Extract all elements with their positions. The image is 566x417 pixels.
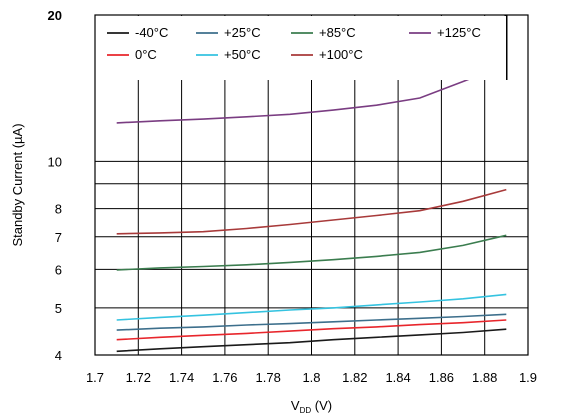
y-tick-label: 8 [55, 202, 62, 217]
x-tick-label: 1.76 [212, 370, 237, 385]
series-line [116, 313, 507, 331]
y-axis-title: Standby Current (µA) [10, 123, 25, 246]
series-line [116, 319, 507, 341]
legend-label: +125°C [437, 25, 481, 40]
y-tick-label: 5 [55, 301, 62, 316]
x-tick-label: 1.78 [256, 370, 281, 385]
x-axis-title-unit: (V) [311, 398, 332, 413]
x-tick-label: 1.72 [126, 370, 151, 385]
series-line [116, 64, 507, 124]
series-line [116, 188, 507, 235]
x-tick-label: 1.88 [472, 370, 497, 385]
x-tick-label: 1.86 [429, 370, 454, 385]
legend-label: +100°C [319, 47, 363, 62]
series-line [116, 328, 507, 353]
plot-frame [94, 14, 529, 356]
y-tick-label: 6 [55, 262, 62, 277]
legend-background [96, 16, 506, 80]
series-line [116, 234, 507, 271]
chart-legend: -40°C +25°C +85°C +125°C 0°C +50°C +100°C [96, 16, 506, 80]
x-tick-label: 1.7 [86, 370, 104, 385]
series-line [116, 293, 507, 321]
x-tick-label: 1.82 [342, 370, 367, 385]
y-tick-label: 4 [55, 348, 62, 363]
x-axis-title-subscript: DD [300, 406, 312, 415]
y-tick-label: 10 [48, 154, 62, 169]
x-tick-label: 1.84 [385, 370, 410, 385]
x-axis-title-main: V [291, 398, 300, 413]
x-axis-title: VDD (V) [291, 398, 332, 415]
y-tick-labels: 4 5 6 7 8 10 20 [48, 8, 62, 363]
legend-label: +85°C [319, 25, 356, 40]
x-tick-label: 1.9 [519, 370, 537, 385]
legend-label: 0°C [135, 47, 157, 62]
x-tick-label: 1.74 [169, 370, 194, 385]
legend-label: +25°C [224, 25, 261, 40]
y-tick-label: 20 [48, 8, 62, 23]
x-tick-labels: 1.7 1.72 1.74 1.76 1.78 1.8 1.82 1.84 1.86 1.88 1.… [86, 370, 537, 385]
x-tick-label: 1.8 [302, 370, 320, 385]
y-tick-label: 7 [55, 230, 62, 245]
legend-label: -40°C [135, 25, 168, 40]
legend-label: +50°C [224, 47, 261, 62]
